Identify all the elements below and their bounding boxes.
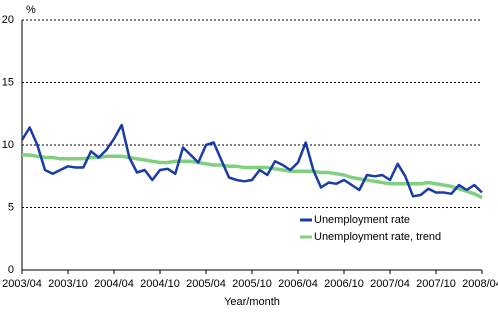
series-line (20, 123, 483, 198)
y-tick-label: 0 (8, 264, 14, 276)
x-tick-label: 2007/04 (370, 278, 410, 290)
x-tick-label: 2003/10 (48, 278, 88, 290)
x-tick-label: 2006/10 (324, 278, 364, 290)
x-tick-label: 2005/04 (186, 278, 226, 290)
x-tick-label: 2005/10 (232, 278, 272, 290)
y-axis-label: % (26, 4, 36, 16)
y-tick-label: 5 (8, 201, 14, 213)
y-tick-label: 20 (2, 14, 14, 26)
legend-label: Unemployment rate, trend (314, 231, 441, 243)
x-tick-label: 2008/04 (462, 278, 498, 290)
x-axis-label: Year/month (224, 296, 280, 308)
x-tick-label: 2007/10 (416, 278, 456, 290)
x-tick-label: 2004/04 (94, 278, 134, 290)
y-tick-label: 15 (2, 76, 14, 88)
x-tick-label: 2006/04 (278, 278, 318, 290)
x-tick-label: 2003/04 (2, 278, 42, 290)
y-tick-label: 10 (2, 139, 14, 151)
x-tick-label: 2004/10 (140, 278, 180, 290)
series-line (22, 153, 483, 200)
legend-label: Unemployment rate (314, 214, 410, 226)
